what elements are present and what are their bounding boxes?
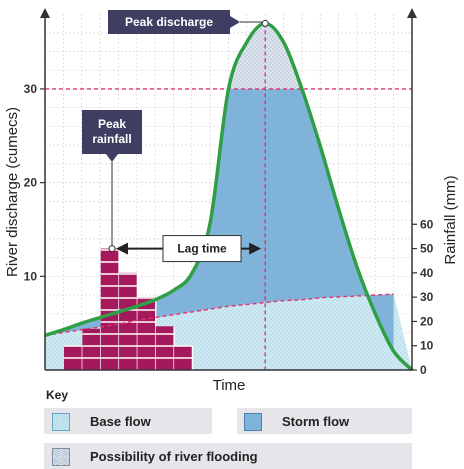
y-left-axis-label: River discharge (cumecs) bbox=[4, 107, 21, 277]
base-flow-line bbox=[44, 293, 394, 337]
peak-discharge-box bbox=[108, 10, 230, 34]
y-axis-right-arrow bbox=[407, 8, 417, 18]
peak-discharge-marker bbox=[261, 19, 269, 27]
x-axis-label: Time bbox=[213, 377, 246, 394]
chart-lines bbox=[44, 21, 414, 372]
rainfall-bar bbox=[100, 248, 120, 370]
peak-discharge-label: Peak discharge bbox=[125, 15, 213, 29]
y-right-tick-label: 60 bbox=[420, 217, 434, 231]
peak-rainfall-marker bbox=[108, 245, 116, 253]
key-title: Key bbox=[46, 388, 69, 402]
key-flood-row bbox=[44, 443, 412, 469]
rainfall-bars bbox=[64, 248, 194, 370]
peak-discharge-pointer bbox=[230, 16, 240, 28]
peak-rainfall-label-line: Peak bbox=[98, 117, 126, 131]
y-right-tick-label: 20 bbox=[420, 314, 434, 328]
flood-area bbox=[228, 23, 302, 89]
y-right-tick-label: 10 bbox=[420, 339, 434, 353]
key-base-flow-row bbox=[44, 408, 212, 434]
peak-rainfall-box bbox=[82, 110, 142, 154]
y-right-tick-label: 0 bbox=[420, 363, 427, 377]
peak-rainfall-label: Peak rainfall bbox=[92, 117, 131, 146]
chart-labels: River discharge (cumecs) Rainfall (mm) Tim… bbox=[4, 10, 459, 394]
y-right-tick-label: 50 bbox=[420, 242, 434, 256]
y-left-tick-label: 10 bbox=[24, 269, 38, 283]
rainfall-bar bbox=[82, 328, 101, 370]
y-right-tick-label: 40 bbox=[420, 266, 434, 280]
key-base-flow-label: Base flow bbox=[90, 414, 151, 429]
peak-rainfall-pointer bbox=[106, 154, 118, 162]
lag-time-box bbox=[162, 235, 242, 263]
key-storm-flow-row bbox=[237, 408, 412, 434]
axes: 10 20 30 0 10 20 30 40 50 60 bbox=[24, 8, 434, 377]
y-axis-left-arrow bbox=[40, 8, 50, 18]
lag-time-arrow-right-head bbox=[249, 242, 262, 255]
y-left-tick-label: 20 bbox=[24, 176, 38, 190]
y-left-tick-label: 30 bbox=[24, 82, 38, 96]
rainfall-bar bbox=[155, 326, 175, 370]
key-flood-swatch bbox=[52, 448, 70, 466]
lag-time-arrow-left-head bbox=[116, 242, 128, 255]
peak-rainfall-label-line: rainfall bbox=[92, 132, 131, 146]
discharge-line bbox=[44, 21, 414, 372]
key-storm-flow-label: Storm flow bbox=[282, 414, 350, 429]
key-flood-label: Possibility of river flooding bbox=[90, 449, 258, 464]
lag-time-label: Lag time bbox=[177, 242, 227, 256]
y-right-tick-label: 30 bbox=[420, 290, 434, 304]
key-storm-flow-swatch bbox=[244, 413, 262, 431]
key-base-flow-swatch bbox=[52, 413, 70, 431]
y-right-axis-label: Rainfall (mm) bbox=[442, 175, 459, 264]
